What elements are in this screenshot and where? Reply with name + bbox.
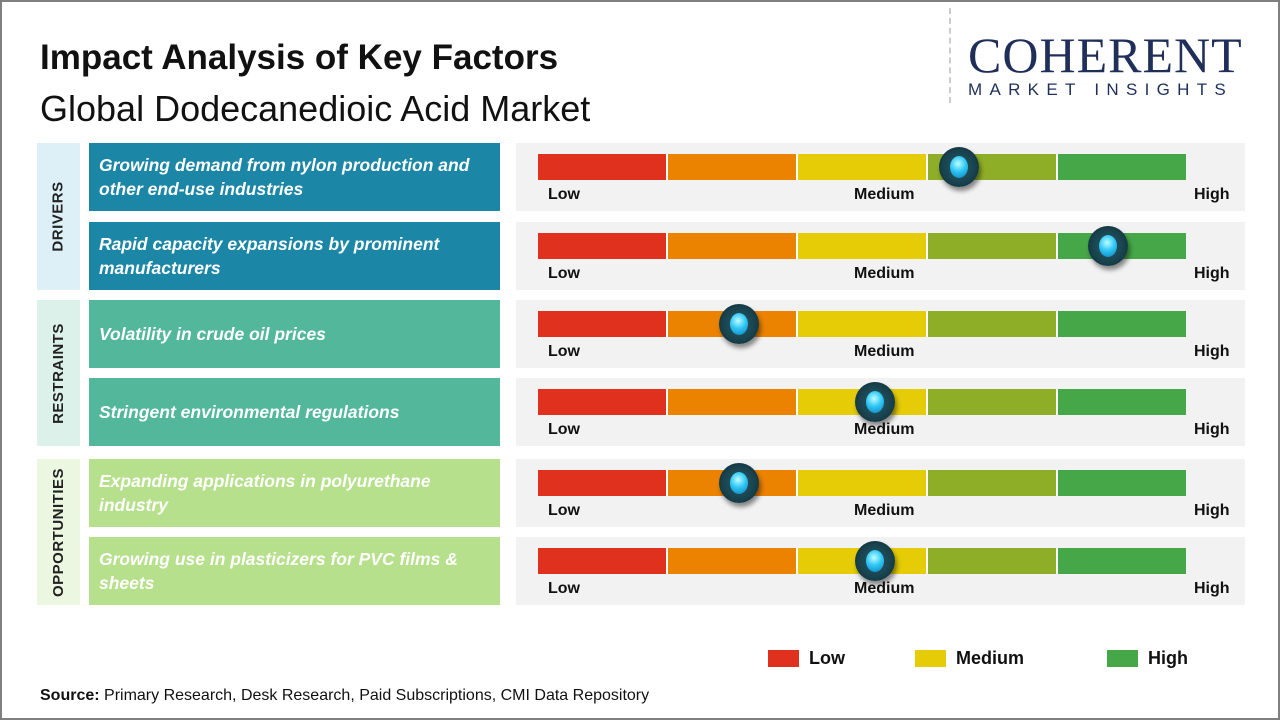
scale-low: Low (548, 580, 580, 597)
gauge-panel: Low Medium High (516, 537, 1245, 605)
gauge-segment (798, 470, 928, 496)
gauge-segment (928, 233, 1058, 259)
source-text: Primary Research, Desk Research, Paid Su… (99, 687, 650, 704)
scale-medium: Medium (854, 502, 915, 519)
scale-low: Low (548, 186, 580, 203)
gauge-segment (668, 548, 798, 574)
scale-medium: Medium (854, 580, 915, 597)
gauge-segment (798, 233, 928, 259)
legend-label: Medium (956, 648, 1025, 668)
gauge-knob (854, 382, 895, 422)
gauge-bar (538, 548, 1186, 574)
gauge-segment (538, 311, 668, 337)
gauge-bar (538, 389, 1186, 415)
gauge-panel: Low Medium High (516, 378, 1245, 446)
gauge-panel: Low Medium High (516, 143, 1245, 211)
scale-low: Low (548, 343, 580, 360)
legend-swatch (915, 650, 946, 667)
gauge-knob (939, 147, 980, 187)
gauge-segment (538, 154, 668, 180)
gauge-segment (1058, 389, 1186, 415)
gauge-segment (668, 233, 798, 259)
scale-high: High (1194, 421, 1230, 438)
scale-high: High (1194, 502, 1230, 519)
page-title: Impact Analysis of Key Factors (40, 38, 559, 77)
gauge-segment (1058, 311, 1186, 337)
legend-item: Low (768, 648, 845, 669)
gauge-segment (928, 311, 1058, 337)
scale-medium: Medium (854, 265, 915, 282)
category-label: OPPORTUNITIES (50, 467, 68, 597)
category-drivers: DRIVERS (37, 143, 80, 290)
category-restraints: RESTRAINTS (37, 300, 80, 446)
gauge-segment (1058, 548, 1186, 574)
gauge-segment (1058, 470, 1186, 496)
category-label: DRIVERS (50, 181, 67, 252)
gauge-segment (668, 389, 798, 415)
gauge-segment (928, 470, 1058, 496)
source-label: Source: (40, 687, 100, 704)
gauge-panel: Low Medium High (516, 300, 1245, 368)
factor-label: Expanding applications in polyurethane i… (89, 459, 500, 527)
logo-line1: COHERENT (968, 27, 1243, 83)
factor-label: Growing demand from nylon production and… (89, 143, 500, 211)
gauge-segment (538, 233, 668, 259)
legend-label: High (1148, 648, 1188, 668)
scale-high: High (1194, 186, 1230, 203)
gauge-segment (538, 548, 668, 574)
gauge-bar (538, 233, 1186, 259)
gauge-segment (1058, 154, 1186, 180)
gauge-segment (538, 470, 668, 496)
scale-medium: Medium (854, 343, 915, 360)
gauge-segment (928, 389, 1058, 415)
logo-line2: MARKET INSIGHTS (968, 80, 1234, 99)
gauge-segment (538, 389, 668, 415)
gauge-segment (928, 548, 1058, 574)
legend-swatch (1107, 650, 1138, 667)
scale-medium: Medium (854, 421, 915, 438)
scale-medium: Medium (854, 186, 915, 203)
factor-label: Rapid capacity expansions by prominent m… (89, 222, 500, 290)
page-subtitle: Global Dodecanedioic Acid Market (40, 88, 591, 129)
gauge-panel: Low Medium High (516, 459, 1245, 527)
gauge-knob (718, 463, 759, 503)
legend-swatch (768, 650, 799, 667)
category-label: RESTRAINTS (50, 322, 67, 424)
gauge-bar (538, 311, 1186, 337)
factor-label: Stringent environmental regulations (89, 378, 500, 446)
factor-label: Growing use in plasticizers for PVC film… (89, 537, 500, 605)
logo: COHERENT MARKET INSIGHTS (968, 30, 1243, 100)
gauge-knob (1088, 226, 1129, 266)
scale-high: High (1194, 343, 1230, 360)
gauge-segment (798, 311, 928, 337)
scale-low: Low (548, 502, 580, 519)
divider (949, 8, 951, 103)
gauge-panel: Low Medium High (516, 222, 1245, 290)
legend-item: Medium (915, 648, 1024, 669)
legend-item: High (1107, 648, 1188, 669)
scale-high: High (1194, 580, 1230, 597)
scale-high: High (1194, 265, 1230, 282)
gauge-bar (538, 470, 1186, 496)
factor-label: Volatility in crude oil prices (89, 300, 500, 368)
category-opportunities: OPPORTUNITIES (37, 459, 80, 605)
source: Source: Primary Research, Desk Research,… (40, 687, 649, 705)
scale-low: Low (548, 265, 580, 282)
gauge-segment (798, 154, 928, 180)
gauge-knob (718, 304, 759, 344)
legend-label: Low (809, 648, 845, 668)
gauge-knob (854, 541, 895, 581)
gauge-bar (538, 154, 1186, 180)
gauge-segment (668, 154, 798, 180)
scale-low: Low (548, 421, 580, 438)
